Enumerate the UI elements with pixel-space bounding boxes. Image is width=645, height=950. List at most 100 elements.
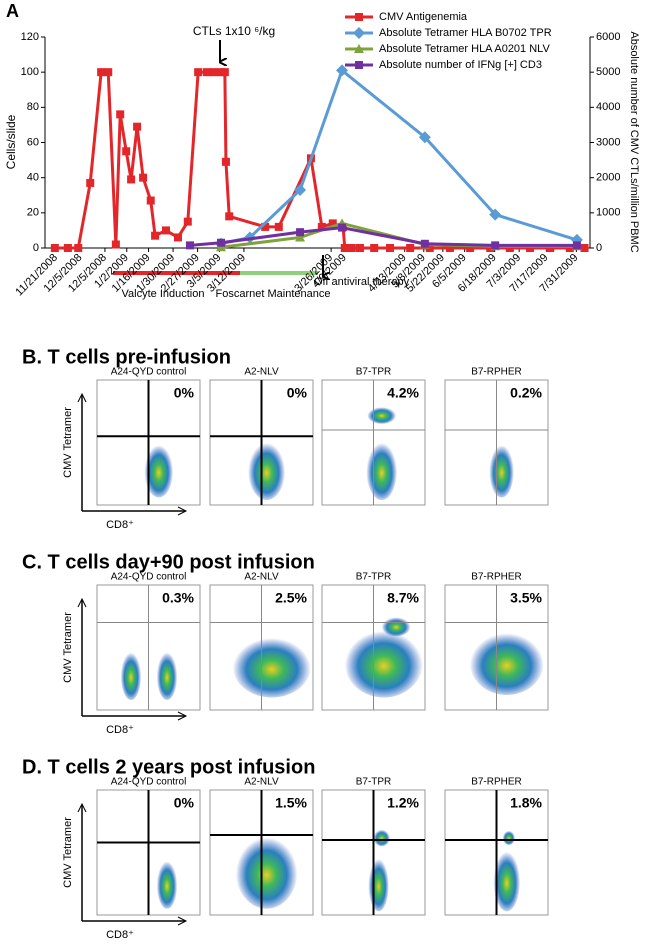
plot-name: A2-NLV bbox=[244, 777, 279, 788]
point bbox=[122, 147, 131, 156]
point bbox=[491, 241, 500, 250]
y2-axis-label: Absolute number of CMV CTLs/million PBMC bbox=[628, 31, 640, 252]
point bbox=[347, 244, 356, 252]
point bbox=[185, 241, 194, 250]
point bbox=[202, 68, 211, 77]
point bbox=[221, 157, 230, 166]
y2-tick-label: 1000 bbox=[596, 207, 620, 219]
percent-label: 8.7% bbox=[387, 590, 419, 606]
cell-cluster bbox=[248, 440, 286, 500]
point bbox=[74, 244, 83, 252]
legend-marker bbox=[353, 27, 365, 39]
point bbox=[370, 244, 379, 252]
legend-marker bbox=[354, 44, 364, 53]
plot-name: A24-QYD control bbox=[111, 572, 187, 583]
y-axis-label: CMV Tetramer bbox=[62, 612, 74, 683]
plot-name: A24-QYD control bbox=[111, 367, 187, 378]
cell-cluster bbox=[232, 635, 311, 698]
plot-name: B7-RPHER bbox=[471, 367, 522, 378]
legend-marker bbox=[355, 13, 363, 21]
plot-name: B7-TPR bbox=[356, 572, 392, 583]
panel-title: D. T cells 2 years post infusion bbox=[22, 756, 315, 778]
cell-cluster bbox=[235, 833, 298, 909]
cell-cluster bbox=[344, 627, 423, 698]
arrow-head bbox=[177, 506, 188, 516]
point bbox=[225, 212, 234, 221]
plot-name: A24-QYD control bbox=[111, 777, 187, 788]
annotation: Valcyte Induction bbox=[122, 288, 205, 300]
annotation: CTLs 1x10 ⁶/kg bbox=[193, 24, 275, 38]
percent-label: 3.5% bbox=[510, 590, 542, 606]
point bbox=[194, 68, 203, 77]
cell-cluster bbox=[489, 442, 515, 498]
y2-tick-label: 5000 bbox=[596, 66, 620, 78]
line-chart: 0 20 40 60 80 100 120 0 1000 2000 3000 4000 5000 6000… bbox=[13, 11, 620, 299]
flow-panels: B. T cells pre-infusion CMV Tetramer CD8⁺ A… bbox=[22, 346, 549, 941]
series-line bbox=[220, 67, 578, 246]
percent-label: 0% bbox=[174, 795, 195, 811]
plot-name: B7-RPHER bbox=[471, 572, 522, 583]
percent-label: 0% bbox=[174, 385, 195, 401]
point bbox=[220, 68, 229, 77]
plot-name: B7-TPR bbox=[356, 367, 392, 378]
y-axis-label: CMV Tetramer bbox=[62, 817, 74, 888]
point bbox=[418, 131, 431, 144]
y2-tick-label: 0 bbox=[596, 242, 602, 254]
cell-cluster bbox=[502, 830, 516, 845]
point bbox=[486, 244, 495, 252]
y2-tick-label: 6000 bbox=[596, 31, 620, 43]
point bbox=[63, 244, 72, 252]
point bbox=[295, 232, 306, 242]
y-tick-label: 80 bbox=[27, 101, 39, 113]
annotation: Off antiviral therapy bbox=[314, 276, 410, 288]
point bbox=[209, 68, 218, 77]
percent-label: 0.3% bbox=[162, 590, 194, 606]
point bbox=[127, 175, 136, 184]
point bbox=[546, 244, 555, 252]
point bbox=[183, 217, 192, 226]
percent-label: 1.2% bbox=[387, 795, 419, 811]
point bbox=[151, 231, 160, 240]
point bbox=[385, 244, 394, 252]
y-tick-label: 120 bbox=[21, 31, 39, 43]
cell-cluster bbox=[367, 406, 397, 424]
percent-label: 2.5% bbox=[275, 590, 307, 606]
x-axis-label: CD8⁺ bbox=[106, 519, 134, 531]
point bbox=[133, 122, 142, 131]
cell-cluster bbox=[368, 856, 389, 912]
y-axis-label: CMV Tetramer bbox=[62, 407, 74, 478]
point bbox=[338, 223, 347, 232]
point bbox=[420, 239, 429, 248]
point bbox=[161, 226, 170, 235]
annotation: Foscarnet Maintenance bbox=[216, 288, 331, 300]
percent-label: 0% bbox=[287, 385, 308, 401]
point bbox=[445, 244, 454, 252]
point bbox=[261, 222, 270, 231]
point bbox=[296, 228, 305, 237]
y-tick-label: 40 bbox=[27, 172, 39, 184]
plot-name: A2-NLV bbox=[244, 572, 279, 583]
plot-name: B7-TPR bbox=[356, 777, 392, 788]
point bbox=[489, 208, 502, 221]
cell-cluster bbox=[469, 630, 544, 695]
legend-label: Absolute Tetramer HLA A0201 NLV bbox=[379, 43, 550, 55]
cell-cluster bbox=[373, 828, 390, 847]
panel-title: C. T cells day+90 post infusion bbox=[22, 551, 315, 573]
percent-label: 1.8% bbox=[510, 795, 542, 811]
cell-cluster bbox=[156, 650, 178, 700]
point bbox=[173, 233, 182, 242]
legend-label: Absolute Tetramer HLA B0702 TPR bbox=[379, 27, 552, 39]
percent-label: 0.2% bbox=[510, 385, 542, 401]
point bbox=[50, 244, 59, 252]
point bbox=[317, 222, 326, 231]
cell-cluster bbox=[120, 650, 142, 700]
arrow-head bbox=[177, 916, 188, 926]
arrow-head bbox=[177, 711, 188, 721]
point bbox=[146, 196, 155, 205]
point bbox=[466, 244, 475, 252]
y2-tick-label: 2000 bbox=[596, 172, 620, 184]
point bbox=[340, 244, 349, 252]
point bbox=[328, 219, 337, 228]
cell-cluster bbox=[366, 440, 398, 500]
